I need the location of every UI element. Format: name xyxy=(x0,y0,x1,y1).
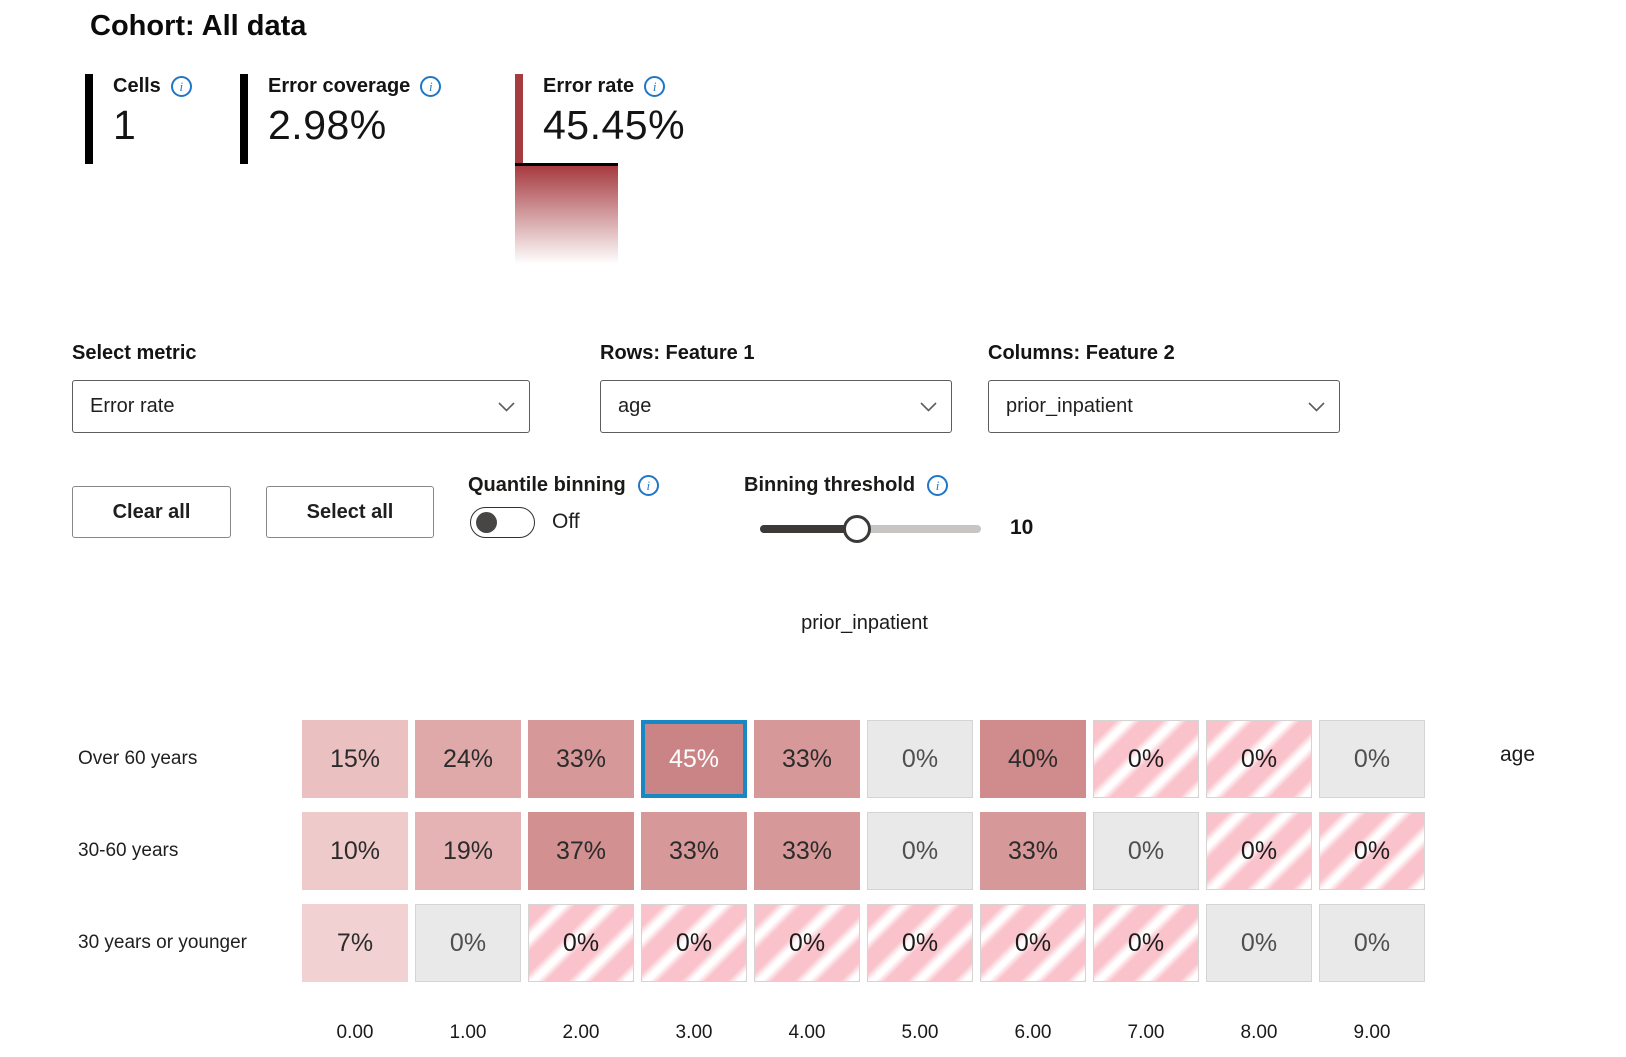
info-icon[interactable] xyxy=(927,475,949,496)
heatmap-cell[interactable]: 7% xyxy=(302,904,408,982)
quantile-binning-label: Quantile binning xyxy=(468,474,626,496)
chevron-down-icon xyxy=(1308,401,1325,412)
stat-error-rate: Error rate 45.45% xyxy=(515,74,685,164)
heatmap-cell[interactable]: 24% xyxy=(415,720,521,798)
heatmap-column-tick: 1.00 xyxy=(449,1022,487,1043)
binning-threshold-slider[interactable] xyxy=(760,514,981,544)
stat-bar xyxy=(85,74,93,164)
heatmap-cell[interactable]: 10% xyxy=(302,812,408,890)
heatmap-column-tick: 7.00 xyxy=(1127,1022,1165,1043)
cols-feature-dropdown[interactable]: prior_inpatient xyxy=(988,380,1340,433)
heatmap-column-tick: 8.00 xyxy=(1240,1022,1278,1043)
heatmap-column-tick: 6.00 xyxy=(1014,1022,1052,1043)
heatmap-cell[interactable]: 40% xyxy=(980,720,1086,798)
toggle-knob xyxy=(476,512,497,533)
stat-value: 1 xyxy=(113,102,137,148)
heatmap-cell[interactable]: 0% xyxy=(1093,904,1199,982)
heatmap-cell[interactable]: 0% xyxy=(1319,720,1425,798)
stat-value: 45.45% xyxy=(543,102,686,148)
stat-error-coverage: Error coverage 2.98% xyxy=(240,74,442,164)
heatmap-cell[interactable]: 33% xyxy=(754,720,860,798)
stat-cells: Cells 1 xyxy=(85,74,192,164)
stat-label: Error coverage xyxy=(268,75,411,97)
heatmap-cell[interactable]: 33% xyxy=(641,812,747,890)
rows-feature-label: Rows: Feature 1 xyxy=(600,342,755,364)
heatmap-row-label: 30-60 years xyxy=(78,840,179,861)
heatmap-cell[interactable]: 0% xyxy=(528,904,634,982)
info-icon[interactable] xyxy=(420,76,442,97)
heatmap-row-axis-title: age xyxy=(1500,743,1536,766)
heatmap-cell[interactable]: 0% xyxy=(1206,904,1312,982)
chevron-down-icon xyxy=(920,401,937,412)
cols-feature-label: Columns: Feature 2 xyxy=(988,342,1175,364)
rows-feature-dropdown-value: age xyxy=(618,395,652,417)
rows-feature-dropdown[interactable]: age xyxy=(600,380,952,433)
heatmap-column-tick: 4.00 xyxy=(788,1022,826,1043)
info-icon[interactable] xyxy=(644,76,666,97)
heatmap-cell[interactable]: 0% xyxy=(1206,720,1312,798)
heatmap-column-axis-title: prior_inpatient xyxy=(801,612,928,634)
stat-bar xyxy=(240,74,248,164)
heatmap-column-tick: 2.00 xyxy=(562,1022,600,1043)
heatmap-cell[interactable]: 0% xyxy=(980,904,1086,982)
heatmap-cell[interactable]: 15% xyxy=(302,720,408,798)
heatmap-cell[interactable]: 0% xyxy=(415,904,521,982)
heatmap-column-tick: 3.00 xyxy=(675,1022,713,1043)
info-icon[interactable] xyxy=(170,76,192,97)
slider-active-track xyxy=(760,525,857,533)
stat-value: 2.98% xyxy=(268,102,387,148)
heatmap-cell[interactable]: 0% xyxy=(867,812,973,890)
heatmap-cell[interactable]: 45% xyxy=(641,720,747,798)
stat-label: Error rate xyxy=(543,75,635,97)
binning-threshold-value: 10 xyxy=(1010,516,1034,539)
heatmap-cell[interactable]: 0% xyxy=(1319,812,1425,890)
metric-dropdown-value: Error rate xyxy=(90,395,175,417)
stat-bar xyxy=(515,74,523,164)
heatmap-cell[interactable]: 33% xyxy=(528,720,634,798)
heatmap-cell[interactable]: 0% xyxy=(1093,812,1199,890)
select-all-button[interactable]: Select all xyxy=(266,486,434,538)
heatmap-cell[interactable]: 0% xyxy=(641,904,747,982)
select-metric-label: Select metric xyxy=(72,342,197,364)
heatmap-column-tick: 5.00 xyxy=(901,1022,939,1043)
metric-dropdown[interactable]: Error rate xyxy=(72,380,530,433)
quantile-binning-state: Off xyxy=(552,510,580,533)
heatmap-row-label: 30 years or younger xyxy=(78,932,247,953)
chevron-down-icon xyxy=(498,401,515,412)
binning-threshold-label: Binning threshold xyxy=(744,474,916,496)
heatmap-cell[interactable]: 33% xyxy=(980,812,1086,890)
heatmap-cell[interactable]: 0% xyxy=(754,904,860,982)
heatmap-cell[interactable]: 0% xyxy=(1093,720,1199,798)
heatmap-cell[interactable]: 0% xyxy=(1206,812,1312,890)
error-rate-color-legend xyxy=(515,163,618,264)
cohort-title: Cohort: All data xyxy=(90,10,307,42)
cols-feature-dropdown-value: prior_inpatient xyxy=(1006,395,1133,417)
slider-thumb[interactable] xyxy=(843,515,871,543)
heatmap-cell[interactable]: 0% xyxy=(1319,904,1425,982)
heatmap-column-tick: 9.00 xyxy=(1353,1022,1391,1043)
heatmap-cell[interactable]: 37% xyxy=(528,812,634,890)
heatmap-cell[interactable]: 0% xyxy=(867,720,973,798)
stat-label: Cells xyxy=(113,75,161,97)
heatmap-cell[interactable]: 0% xyxy=(867,904,973,982)
heatmap-cell[interactable]: 33% xyxy=(754,812,860,890)
heatmap-column-tick: 0.00 xyxy=(336,1022,374,1043)
heatmap-cell[interactable]: 19% xyxy=(415,812,521,890)
heatmap-row-label: Over 60 years xyxy=(78,748,198,769)
quantile-binning-toggle[interactable] xyxy=(470,507,535,538)
clear-all-button[interactable]: Clear all xyxy=(72,486,231,538)
info-icon[interactable] xyxy=(637,475,659,496)
